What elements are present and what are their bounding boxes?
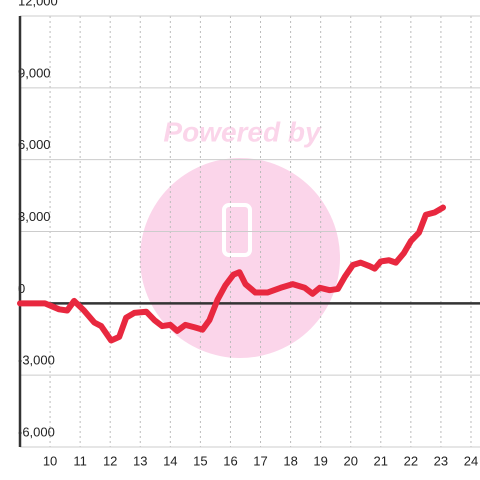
x-tick-label: 11 (73, 453, 87, 468)
x-tick-label: 17 (253, 453, 267, 468)
x-tick-label: 21 (374, 453, 388, 468)
x-tick-label: 10 (43, 453, 57, 468)
y-tick-label: 6,000 (18, 137, 51, 152)
x-tick-label: 12 (103, 453, 117, 468)
data-line (17, 204, 447, 344)
x-tick-label: 23 (434, 453, 448, 468)
x-tick-label: 22 (404, 453, 418, 468)
y-tick-label: -6,000 (18, 424, 55, 439)
y-tick-label: 12,000 (18, 0, 58, 8)
x-tick-label: 24 (464, 453, 478, 468)
x-tick-label: 14 (163, 453, 177, 468)
watermark-icon (222, 203, 252, 257)
x-tick-label: 15 (193, 453, 207, 468)
y-tick-label: 0 (18, 281, 25, 296)
watermark-text: Powered by (163, 116, 322, 147)
y-tick-label: -3,000 (18, 353, 55, 368)
y-tick-label: 3,000 (18, 209, 51, 224)
y-tick-label: 9,000 (18, 65, 51, 80)
x-tick-label: 19 (313, 453, 327, 468)
x-tick-label: 20 (343, 453, 357, 468)
x-tick-label: 16 (223, 453, 237, 468)
x-tick-label: 18 (283, 453, 297, 468)
x-tick-label: 13 (133, 453, 147, 468)
watermark-logo (140, 158, 340, 358)
